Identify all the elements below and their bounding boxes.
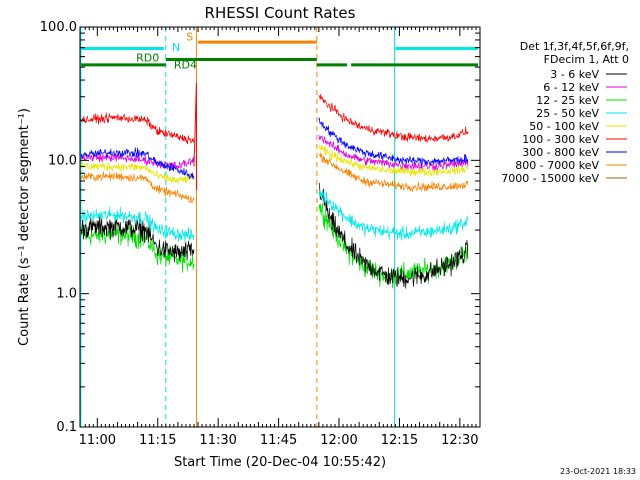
x-tick-label: 11:15 (139, 433, 176, 448)
y-axis-label: Count Rate (s⁻¹ detector segment⁻¹) (17, 108, 32, 346)
date-stamp: 23-Oct-2021 18:33 (560, 467, 636, 476)
legend-header-1: Det 1f,3f,4f,5f,6f,9f, (520, 40, 629, 53)
x-tick-label: 11:45 (260, 433, 297, 448)
y-tick-label: 1.0 (56, 287, 77, 302)
series-12-25keV-seg2 (318, 203, 469, 289)
series-50-100keV-seg2 (318, 144, 469, 177)
legend-entry-label: 50 - 100 keV (529, 120, 599, 133)
series-300-800keV-seg2 (318, 117, 469, 168)
flag-label-n: N (172, 41, 180, 54)
x-tick-label: 11:00 (79, 433, 116, 448)
legend-entry-label: 300 - 800 keV (522, 146, 599, 159)
series-6-12keV-seg1 (80, 153, 195, 170)
legend-entry-label: 6 - 12 keV (543, 81, 599, 94)
x-tick-label: 11:30 (199, 433, 236, 448)
y-tick-label: 100.0 (40, 20, 77, 35)
series-25-50keV-seg1 (80, 206, 195, 243)
series-3-6keV-seg2 (318, 182, 469, 289)
series-6-12keV-seg2 (318, 134, 469, 171)
series-50-100keV-seg1 (80, 160, 195, 185)
plot-frame (79, 26, 481, 428)
flag-bars: NS RD0 RD4 (81, 31, 478, 71)
series-100-300keV-seg1 (80, 112, 195, 145)
flare-spike (193, 83, 198, 190)
chart-title: RHESSI Count Rates (205, 4, 356, 22)
x-tick-label: 12:30 (441, 433, 478, 448)
legend-entry-label: 100 - 300 keV (522, 133, 599, 146)
x-axis: 11:00 11:15 11:30 11:45 12:00 12:15 12:30 (79, 27, 481, 448)
flag-label-rd0: RD0 (136, 52, 159, 65)
legend-entry-label: 3 - 6 keV (550, 68, 599, 81)
series-800-7000keV-seg1 (80, 171, 195, 204)
series-300-800keV-seg1 (80, 147, 195, 180)
y-tick-label: 0.1 (56, 420, 77, 435)
legend-entry-label: 12 - 25 keV (536, 94, 599, 107)
y-tick-label: 10.0 (48, 153, 77, 168)
flag-label-rd4: RD4 (174, 58, 197, 71)
legend-header-2: FDecim 1, Att 0 (544, 53, 629, 66)
series-25-50keV-seg2 (318, 190, 469, 241)
flag-label-s: S (186, 31, 193, 44)
y-axis: 0.1 1.0 10.0 100.0 (40, 20, 480, 435)
series-group (80, 83, 469, 289)
series-100-300keV-seg2 (318, 93, 469, 143)
legend-entry-label: 7000 - 15000 keV (501, 172, 599, 185)
x-tick-label: 12:15 (381, 433, 418, 448)
series-800-7000keV-seg2 (318, 152, 469, 192)
legend-entry-label: 800 - 7000 keV (515, 159, 599, 172)
series-3-6keV-seg1 (80, 215, 195, 263)
x-tick-label: 12:00 (320, 433, 357, 448)
x-axis-label: Start Time (20-Dec-04 10:55:42) (174, 455, 386, 470)
legend: Det 1f,3f,4f,5f,6f,9f, FDecim 1, Att 0 3… (501, 40, 629, 185)
series-12-25keV-seg1 (80, 223, 195, 273)
legend-entry-label: 25 - 50 keV (536, 107, 599, 120)
